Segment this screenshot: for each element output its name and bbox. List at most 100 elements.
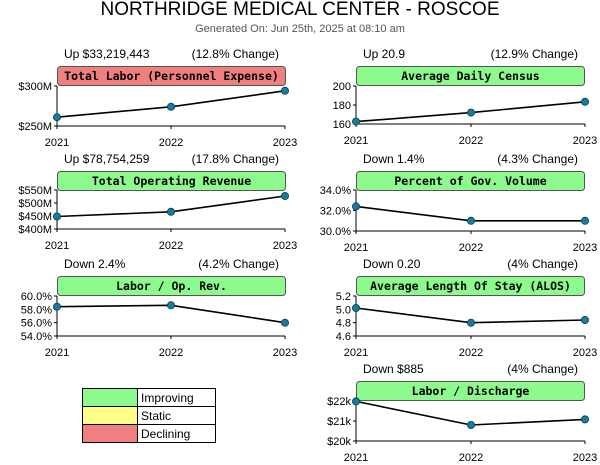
- chart-title: Total Labor (Personnel Expense): [64, 69, 279, 83]
- data-point: [581, 415, 590, 424]
- x-tick-label: 2021: [344, 347, 368, 359]
- data-point: [166, 301, 175, 310]
- legend-swatch-declining: [82, 424, 138, 443]
- chart-panel: Down $885 (4% Change) $20k $21k $22k 2021 2022…: [327, 362, 597, 464]
- x-tick-label: 2023: [573, 347, 597, 359]
- change-percent: (12.8% Change): [192, 47, 279, 61]
- generated-timestamp: Generated On: Jun 25th, 2025 at 08:10 am: [195, 23, 405, 35]
- data-point: [53, 212, 62, 221]
- data-point: [581, 216, 590, 225]
- y-tick-label: $22k: [327, 396, 351, 408]
- change-amount: Up $33,219,443: [64, 47, 150, 61]
- chart-panel: Down 2.4% (4.2% Change) 54.0%56.0% 58.0%60.…: [21, 257, 297, 359]
- data-point: [466, 108, 475, 117]
- data-point: [581, 315, 590, 324]
- change-amount: Down $885: [363, 362, 424, 376]
- data-point: [166, 207, 175, 216]
- data-point: [53, 113, 62, 122]
- legend-label-declining: Declining: [137, 424, 216, 443]
- x-tick-label: 2021: [344, 135, 368, 147]
- x-tick-label: 2021: [344, 242, 368, 254]
- change-percent: (4.3% Change): [497, 152, 578, 166]
- legend: Improving Static Declining: [82, 388, 216, 443]
- x-tick-label: 2023: [573, 135, 597, 147]
- chart-title-box: [356, 381, 585, 401]
- data-point: [581, 97, 590, 106]
- x-tick-label: 2022: [159, 137, 183, 149]
- y-tick-label: 32.0%: [320, 206, 351, 218]
- chart-title: Labor / Discharge: [412, 384, 530, 398]
- data-point: [466, 318, 475, 327]
- y-tick-label: 34.0%: [320, 185, 351, 197]
- data-point: [466, 216, 475, 225]
- y-tick-label: 54.0%: [21, 331, 52, 343]
- change-percent: (4.2% Change): [198, 257, 279, 271]
- chart-title: Labor / Op. Rev.: [116, 279, 227, 293]
- y-tick-label: 30.0%: [320, 226, 351, 238]
- x-tick-label: 2023: [273, 137, 297, 149]
- legend-swatch-improving: [82, 388, 138, 407]
- y-tick-label: 4.8: [336, 318, 351, 330]
- chart-title-box: [356, 66, 585, 86]
- change-percent: (4% Change): [507, 362, 578, 376]
- legend-label-static: Static: [137, 406, 216, 425]
- data-point: [351, 397, 360, 406]
- legend-swatch-static: [82, 406, 138, 425]
- data-point: [280, 318, 289, 327]
- chart-title-box: [57, 66, 286, 86]
- data-point: [351, 117, 360, 126]
- y-tick-label: 180: [333, 100, 351, 112]
- x-tick-label: 2023: [573, 242, 597, 254]
- y-tick-label: $20k: [327, 436, 351, 448]
- y-tick-label: $450M: [18, 211, 52, 223]
- chart-title-box: [356, 171, 585, 191]
- change-amount: Up 20.9: [363, 47, 405, 61]
- data-point: [351, 303, 360, 312]
- x-tick-label: 2022: [459, 452, 483, 464]
- data-point: [166, 102, 175, 111]
- data-point: [351, 202, 360, 211]
- chart-title-box: [57, 276, 286, 296]
- legend-row: Static: [82, 406, 216, 425]
- chart-panel: Up 20.9 (12.9% Change) 160 180 200 2021 2022 20…: [333, 47, 598, 147]
- y-tick-label: 58.0%: [21, 304, 52, 316]
- x-tick-label: 2022: [159, 347, 183, 359]
- x-tick-label: 2022: [459, 242, 483, 254]
- y-tick-label: $400M: [18, 224, 52, 236]
- y-tick-label: $250M: [18, 121, 52, 133]
- page-title: NORTHRIDGE MEDICAL CENTER - ROSCOE: [100, 0, 500, 20]
- change-amount: Down 0.20: [363, 257, 421, 271]
- x-tick-label: 2023: [573, 452, 597, 464]
- x-tick-label: 2021: [344, 452, 368, 464]
- y-tick-label: 160: [333, 119, 351, 131]
- legend-row: Declining: [82, 424, 216, 443]
- y-tick-label: 56.0%: [21, 318, 52, 330]
- x-tick-label: 2022: [159, 240, 183, 252]
- change-percent: (17.8% Change): [192, 152, 279, 166]
- data-point: [280, 86, 289, 95]
- x-tick-label: 2022: [459, 135, 483, 147]
- x-tick-label: 2021: [45, 137, 69, 149]
- change-percent: (4% Change): [507, 257, 578, 271]
- x-tick-label: 2023: [273, 347, 297, 359]
- chart-title-box: [356, 276, 585, 296]
- y-tick-label: 60.0%: [21, 291, 52, 303]
- change-amount: Down 1.4%: [363, 152, 425, 166]
- chart-panel: Down 1.4% (4.3% Change) 30.0% 32.0% 34.0% 202…: [320, 152, 597, 254]
- change-percent: (12.9% Change): [491, 47, 578, 61]
- data-point: [280, 191, 289, 200]
- change-amount: Down 2.4%: [64, 257, 126, 271]
- y-tick-label: 4.6: [336, 331, 351, 343]
- x-tick-label: 2022: [459, 347, 483, 359]
- x-tick-label: 2021: [45, 347, 69, 359]
- y-tick-label: $500M: [18, 198, 52, 210]
- y-tick-label: 5.2: [336, 291, 351, 303]
- y-tick-label: $300M: [18, 81, 52, 93]
- x-tick-label: 2021: [45, 240, 69, 252]
- y-tick-label: 5.0: [336, 304, 351, 316]
- data-point: [53, 302, 62, 311]
- legend-label-improving: Improving: [137, 388, 216, 407]
- chart-panel: Up $33,219,443 (12.8% Change) $250M $300M 20…: [18, 47, 297, 149]
